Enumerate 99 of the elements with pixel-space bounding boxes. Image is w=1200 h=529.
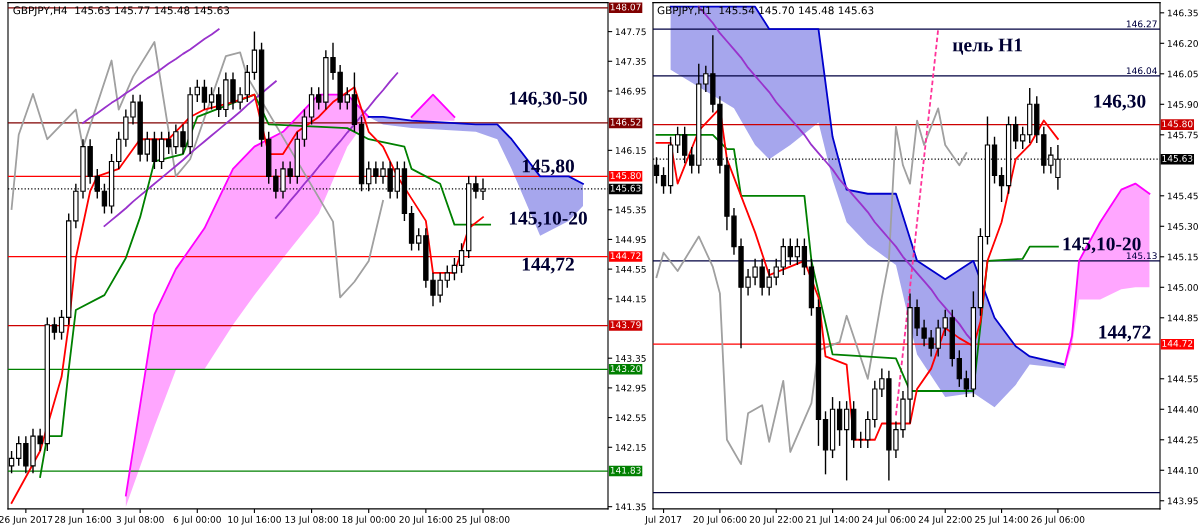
candlestick — [963, 369, 970, 398]
candlestick — [1020, 125, 1026, 150]
annotation: 145,10-20 — [509, 211, 587, 228]
line-series — [10, 41, 384, 299]
y-tick-label: 145.30 — [1167, 223, 1198, 230]
y-tick-label: 145.45 — [1167, 192, 1198, 200]
candlestick — [674, 125, 681, 154]
candlestick — [308, 86, 315, 126]
candlestick — [689, 146, 695, 175]
ref-line-label: 145.63 — [1162, 154, 1193, 162]
candlestick — [208, 86, 215, 111]
y-tick-label: 145.35 — [615, 206, 646, 214]
line-series — [655, 133, 1059, 392]
y-tick-label: 145.00 — [1167, 284, 1198, 291]
y-tick-label: 147.75 — [615, 28, 646, 36]
y-tick-label: 144.55 — [615, 265, 646, 273]
annotation: 144,72 — [522, 257, 574, 274]
x-tick-label: 21 Jul 14:00 — [806, 515, 860, 525]
candlestick — [801, 237, 808, 276]
annotation: цель H1 — [952, 38, 1022, 55]
y-tick-label: 141.35 — [615, 503, 646, 511]
ref-line-label: 145.63 — [610, 184, 641, 192]
x-tick-label: 20 Jul 16:00 — [399, 515, 453, 525]
candlestick — [787, 237, 793, 266]
line-series — [274, 72, 399, 219]
x-tick-label: 28 Jun 16:00 — [54, 516, 112, 525]
x-tick-label: 6 Jul 00:00 — [173, 515, 221, 525]
candlestick — [794, 237, 801, 266]
x-tick-label: 24 Jul 06:00 — [862, 515, 916, 525]
ref-line-label: 141.83 — [610, 466, 641, 474]
annotation: 146,30 — [1094, 94, 1146, 111]
x-tick-label: 26 Jun 2017 — [0, 516, 53, 525]
ref-line-label: 145.80 — [610, 172, 641, 179]
candlestick — [301, 108, 308, 148]
line-series — [82, 28, 220, 124]
y-tick-label: 146.20 — [1167, 40, 1198, 47]
x-tick-label: 26 Jul 06:00 — [1031, 515, 1085, 525]
ref-line-label: 146.52 — [610, 118, 641, 126]
line-series — [367, 116, 584, 185]
ref-line-label: 146.27 — [1126, 20, 1157, 28]
y-tick-label: 142.55 — [615, 414, 646, 422]
chart-title: GBPJPY,H4 145.63 145.77 145.48 145.63 — [13, 6, 230, 17]
y-tick-label: 145.15 — [1167, 253, 1198, 261]
y-tick-label: 145.75 — [1167, 131, 1198, 139]
y-tick-label: 146.15 — [615, 147, 646, 154]
x-tick-label: 3 Jul 08:00 — [116, 515, 164, 525]
candlestick — [458, 242, 465, 274]
candlestick — [58, 309, 65, 341]
y-tick-label: 143.35 — [615, 354, 646, 362]
ref-line-label: 144.72 — [1162, 340, 1193, 347]
x-tick-label: 13 Jul 08:00 — [285, 515, 339, 525]
y-tick-label: 146.05 — [1167, 70, 1198, 78]
ref-line-label: 148.07 — [610, 3, 641, 11]
candlestick — [51, 316, 58, 341]
y-tick-label: 146.95 — [615, 87, 646, 95]
line-series — [103, 80, 277, 227]
x-tick-label: 25 Jul 14:00 — [975, 515, 1029, 525]
ref-line-label: 146.04 — [1126, 67, 1157, 75]
x-tick-label: 20 Jul 22:00 — [749, 515, 803, 525]
candlestick — [660, 166, 667, 195]
y-tick-label: 147.35 — [615, 58, 646, 65]
candlestick — [151, 131, 158, 170]
x-tick-label: 20 Jul 06:00 — [693, 515, 747, 525]
x-tick-label: Jul 2017 — [644, 515, 682, 525]
x-tick-label: 24 Jul 22:00 — [918, 515, 972, 525]
ref-line-label: 143.20 — [610, 365, 641, 372]
y-tick-label: 144.55 — [1167, 375, 1198, 383]
y-tick-label: 144.40 — [1167, 406, 1198, 413]
y-tick-label: 142.15 — [615, 444, 646, 451]
x-tick-label: 10 Jul 16:00 — [228, 515, 281, 525]
x-tick-label: 18 Jul 00:00 — [342, 515, 396, 525]
y-tick-label: 146.35 — [1167, 9, 1198, 17]
candlestick — [1012, 115, 1019, 150]
y-tick-label: 144.15 — [615, 295, 646, 303]
annotation: 146,30-50 — [509, 91, 587, 108]
y-tick-label: 143.95 — [1167, 497, 1198, 505]
ref-line-label: 145.80 — [1162, 120, 1193, 128]
candlestick — [843, 400, 850, 482]
ref-line-label: 145.13 — [1126, 252, 1157, 260]
annotation: 144,72 — [1099, 325, 1151, 342]
line-series — [655, 107, 968, 466]
ref-line-label: 143.79 — [610, 321, 641, 329]
y-tick-label: 144.95 — [615, 236, 646, 243]
candlestick — [251, 30, 258, 81]
candlestick — [158, 131, 165, 170]
chart-title: GBPJPY,H1 145.54 145.70 145.48 145.63 — [657, 6, 874, 17]
y-tick-label: 144.25 — [1167, 436, 1198, 444]
y-tick-label: 145.90 — [1167, 101, 1198, 108]
candlestick — [780, 237, 786, 276]
y-tick-label: 144.10 — [1167, 467, 1198, 474]
candlestick — [956, 349, 962, 388]
candlestick — [836, 400, 843, 447]
x-tick-label: 25 Jul 08:00 — [456, 515, 510, 525]
candlestick — [998, 166, 1005, 203]
line-series — [895, 28, 940, 417]
y-tick-label: 142.95 — [615, 384, 646, 392]
ref-line-label: 144.72 — [610, 252, 641, 259]
y-tick-label: 144.85 — [1167, 314, 1198, 322]
candlestick — [201, 79, 208, 111]
